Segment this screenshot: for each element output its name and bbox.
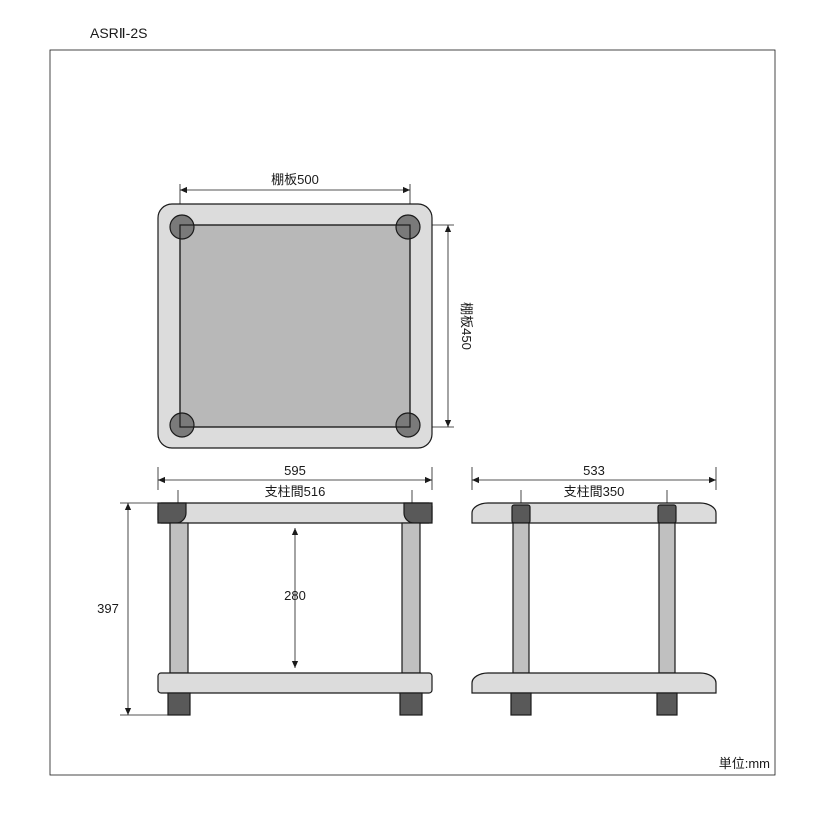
dim-front-width: 595 [284, 463, 306, 478]
side-view: 533 支柱間350 [472, 463, 716, 715]
dim-shelf-width: 棚板500 [271, 172, 319, 187]
dim-inner-height: 280 [284, 588, 306, 603]
dim-front-post-span: 支柱間516 [265, 484, 326, 499]
top-view: 棚板500 棚板450 [158, 172, 474, 448]
unit-label: 単位:mm [719, 756, 770, 771]
product-title: ASRⅡ-2S [90, 25, 147, 41]
dim-shelf-depth: 棚板450 [459, 302, 474, 350]
dim-side-width: 533 [583, 463, 605, 478]
dim-side-post-span: 支柱間350 [564, 484, 625, 499]
dim-total-height: 397 [97, 601, 119, 616]
drawing-canvas: ASRⅡ-2S 棚板500 棚板450 595 [0, 0, 825, 825]
front-view: 595 支柱間516 280 397 [97, 463, 432, 715]
